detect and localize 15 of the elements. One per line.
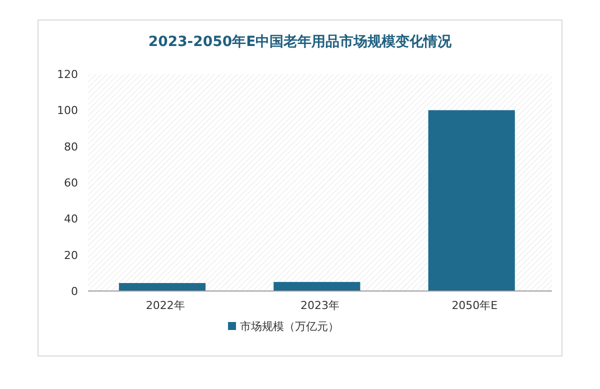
y-tick-label: 80 <box>64 140 78 154</box>
chart-title: 2023-2050年E中国老年用品市场规模变化情况 <box>148 33 453 50</box>
x-tick-label: 2050年E <box>452 299 498 312</box>
x-tick-label: 2023年 <box>300 299 340 312</box>
x-tick-label: 2022年 <box>146 299 185 312</box>
bar <box>274 282 360 291</box>
y-tick-label: 120 <box>57 68 78 81</box>
y-tick-label: 20 <box>64 248 78 262</box>
legend-label: 市场规模（万亿元） <box>240 320 339 333</box>
y-tick-label: 60 <box>64 176 78 190</box>
bar <box>118 283 206 291</box>
y-tick-label: 40 <box>64 212 78 226</box>
y-tick-label: 100 <box>57 104 78 118</box>
bar <box>428 110 515 291</box>
y-tick-label: 0 <box>71 285 78 298</box>
